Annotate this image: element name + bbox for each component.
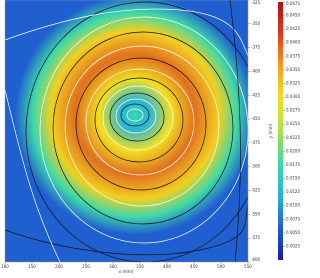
field [5,0,248,262]
y-tick-label: -400 [251,68,261,73]
colorbar [278,2,283,260]
colorbar-tick-label: 0.0150 [286,176,300,181]
x-axis-label: x (mm) [119,269,134,274]
y-tick-label: -600 [251,257,261,262]
x-tick-label: 550 [244,264,252,269]
colorbar-tick-label: 0.0125 [286,189,300,194]
x-tick-label: 300 [109,264,117,269]
field-magnitude [15,0,248,262]
colorbar-tick-label: 0.0175 [286,162,300,167]
y-tick-label: -550 [251,211,261,216]
colorbar-tick-label: 0.0350 [286,67,300,72]
y-axis-label: y (mm) [268,123,273,138]
colorbar-tick-label: 0.0275 [286,108,300,113]
x-tick-label: 450 [190,264,198,269]
y-tick-label: -575 [251,235,261,240]
colorbar-tick-label: 0.0475 [286,1,300,6]
colorbar-tick-label: 0.0075 [286,216,300,221]
y-tick-label: -475 [251,140,261,145]
x-tick-label: 500 [217,264,225,269]
colorbar-tick-label: 0.0375 [286,53,300,58]
colorbar-tick-label: 0.0025 [286,243,300,248]
colorbar-tick-label: 0.0100 [286,203,300,208]
y-tick-label: -500 [251,164,261,169]
x-tick-label: 100 [1,264,9,269]
colorbar-tick-label: 0.0450 [286,13,300,18]
y-tick-label: -450 [251,116,261,121]
y-tick-label: -350 [251,21,261,26]
x-tick-label: 400 [163,264,171,269]
y-tick-label: -375 [251,45,261,50]
chart: x (mm) y (mm) 100 150 200 250 300 350 400 450 50… [1,0,300,274]
y-tick-label: -525 [251,188,261,193]
colorbar-tick-label: 0.0425 [286,26,300,31]
colorbar-tick-label: 0.0225 [286,135,300,140]
x-tick-label: 150 [28,264,36,269]
y-tick-label: -425 [251,92,261,97]
colorbar-tick-label: 0.0300 [286,94,300,99]
y-tick-label: -325 [251,0,261,5]
plot-frame [4,0,249,263]
colorbar-tick-label: 0.0050 [286,230,300,235]
x-tick-label: 200 [55,264,63,269]
x-tick-label: 350 [136,264,144,269]
colorbar-tick-label: 0.0250 [286,121,300,126]
streamlines [5,0,248,262]
colorbar-tick-label: 0.0400 [286,40,300,45]
colorbar-tick-label: 0.0200 [286,148,300,153]
x-tick-label: 250 [82,264,90,269]
colorbar-tick-label: 0.0325 [286,80,300,85]
